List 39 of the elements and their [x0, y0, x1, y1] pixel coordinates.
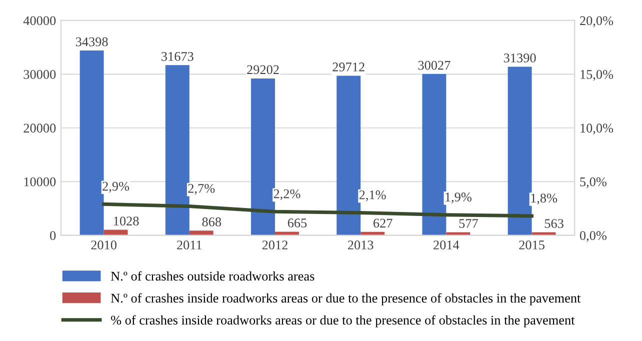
- data-label: 627: [374, 218, 392, 228]
- legend-label: N.º of crashes outside roadworks areas: [110, 271, 314, 281]
- y2-tick-label: 15,0%: [580, 70, 614, 81]
- data-label: 1028: [114, 216, 139, 226]
- y2-tick-label: 10,0%: [580, 124, 614, 134]
- y-tick-label: 40000: [23, 16, 56, 26]
- x-tick-label: 2013: [348, 240, 374, 250]
- data-label: 2,9%: [102, 182, 130, 193]
- data-label: 1,9%: [446, 192, 472, 204]
- y-tick-label: 10000: [24, 177, 56, 186]
- data-label: 29712: [332, 62, 364, 72]
- data-label: 34398: [76, 37, 108, 46]
- x-tick-label: 2010: [91, 240, 116, 250]
- data-label: 563: [544, 219, 564, 228]
- legend-label: % of crashes inside roadworks areas or due to the presence of obstacles in the pavement: [111, 315, 575, 328]
- y2-tick-label: 20,0%: [580, 16, 614, 28]
- data-label: 29202: [247, 65, 279, 74]
- y2-tick-label: 0,0%: [580, 231, 606, 242]
- data-label: 30027: [418, 60, 450, 70]
- y2-tick-label: 5,0%: [580, 177, 606, 188]
- y-tick-label: 20000: [24, 124, 56, 133]
- data-label: 665: [288, 218, 307, 228]
- data-label: 868: [202, 217, 222, 226]
- y-tick-label: 0: [50, 231, 56, 240]
- data-label: 31390: [504, 54, 536, 62]
- data-label: 31673: [162, 52, 194, 61]
- data-label: 2,1%: [359, 190, 386, 202]
- data-label: 577: [459, 219, 478, 228]
- data-label: 1,8%: [531, 194, 558, 204]
- y-tick-label: 30000: [24, 70, 56, 79]
- x-tick-label: 2012: [262, 240, 288, 250]
- legend-label: N.º of crashes inside roadworks areas or due to the presence of obstacles in the pavement: [110, 293, 581, 306]
- data-label: 2,2%: [274, 189, 300, 200]
- x-tick-label: 2014: [434, 240, 460, 250]
- bar: [251, 78, 275, 236]
- bar: [336, 76, 361, 236]
- data-label: 2,7%: [188, 184, 215, 195]
- x-tick-label: 2011: [177, 240, 202, 250]
- x-tick-label: 2015: [519, 240, 544, 250]
